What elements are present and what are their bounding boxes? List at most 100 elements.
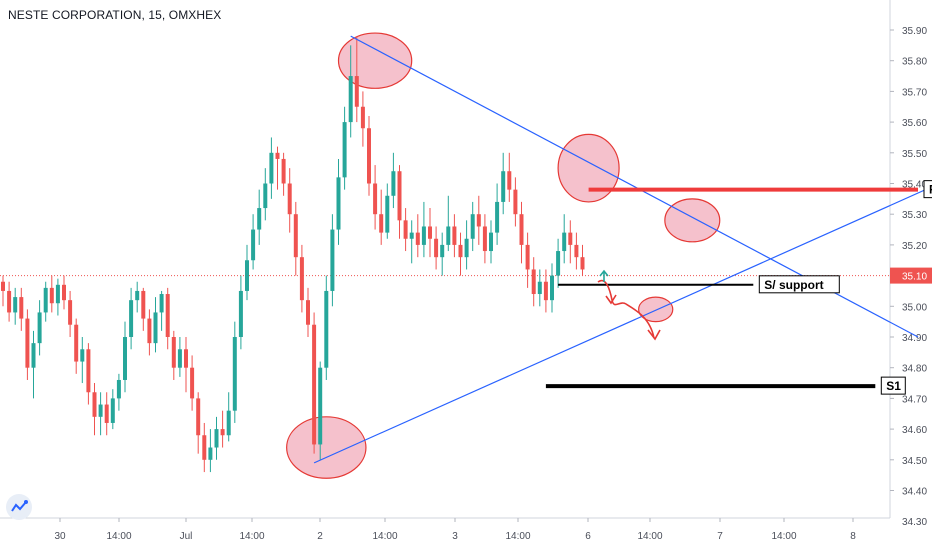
label-text: S1: [886, 379, 901, 393]
x-tick-label: 3: [452, 531, 458, 542]
candle-body: [562, 232, 567, 252]
candle: [68, 290, 73, 337]
candle-body: [360, 106, 365, 129]
candle-body: [495, 201, 500, 233]
candle: [104, 392, 109, 436]
candle-body: [318, 367, 323, 445]
candle: [7, 281, 12, 322]
candle: [110, 389, 115, 430]
candle: [13, 287, 18, 325]
candle: [397, 165, 402, 239]
candle-body: [171, 337, 176, 368]
candle: [360, 91, 365, 147]
candle-body: [330, 229, 335, 291]
candle-body: [110, 398, 115, 423]
candle: [391, 152, 396, 209]
candle: [153, 297, 158, 353]
candle-body: [537, 281, 542, 295]
candle: [336, 158, 341, 245]
candle-body: [245, 260, 249, 291]
candle-body: [342, 122, 347, 178]
candle-body: [580, 257, 585, 270]
candle: [238, 275, 243, 350]
candle: [446, 195, 451, 252]
candle-body: [391, 171, 396, 196]
candle-body: [428, 226, 432, 239]
candle-body: [476, 214, 481, 227]
candle: [403, 208, 408, 252]
candle: [135, 281, 140, 313]
low-circle-bottom: [286, 416, 367, 479]
candle: [19, 287, 24, 331]
candle: [74, 318, 79, 374]
candle-body: [434, 238, 439, 258]
candle: [31, 330, 36, 399]
candle-body: [13, 297, 18, 313]
candle: [1, 275, 5, 307]
candle: [421, 201, 426, 258]
candle: [147, 309, 152, 356]
candle-body: [543, 281, 548, 301]
candle-body: [165, 294, 170, 337]
candle-body: [287, 183, 292, 215]
ascending-trendline: [313, 186, 932, 464]
candle-body: [135, 290, 140, 301]
candle: [293, 201, 298, 276]
label-box: [758, 275, 840, 294]
candle: [37, 300, 42, 356]
candle-body: [513, 189, 518, 215]
candle: [342, 106, 347, 190]
candle-body: [55, 284, 60, 304]
candle-body: [489, 232, 493, 252]
candle-body: [116, 379, 121, 399]
candle: [482, 214, 487, 264]
candle: [80, 337, 85, 384]
candle-body: [519, 214, 524, 245]
candle-body: [348, 76, 353, 123]
candle: [385, 183, 390, 239]
candle: [501, 152, 506, 215]
candle: [92, 383, 97, 436]
y-tick-label: 35.80: [902, 57, 927, 68]
candle-body: [409, 232, 414, 239]
candle: [251, 214, 256, 270]
y-tick-label: 34.70: [902, 394, 927, 405]
candle: [306, 287, 310, 337]
candle: [318, 361, 323, 460]
x-tick-label: 14:00: [505, 531, 530, 542]
x-tick-label: 30: [54, 531, 66, 542]
candle-body: [440, 244, 445, 258]
candle-body: [1, 281, 5, 291]
candle: [190, 355, 195, 411]
y-tick-label: 35.50: [902, 149, 927, 160]
candle: [458, 232, 463, 276]
y-tick-label: 35.90: [902, 26, 927, 37]
y-tick-label: 35.40: [902, 180, 927, 191]
candle-body: [31, 343, 36, 368]
candle-body: [281, 158, 286, 184]
candle-body: [196, 398, 201, 436]
candle: [275, 146, 280, 190]
candle: [55, 278, 60, 316]
candle-body: [464, 238, 469, 258]
drop-arrowhead: [605, 294, 617, 305]
candle-body: [43, 287, 48, 313]
candle-body: [74, 324, 79, 362]
label-box: [923, 180, 932, 199]
x-tick-label: 6: [585, 531, 591, 542]
candle-body: [385, 195, 390, 233]
candle: [574, 232, 579, 270]
candle: [415, 214, 420, 258]
candle: [184, 337, 188, 393]
candle-body: [458, 244, 463, 258]
candle: [562, 214, 567, 264]
candle: [348, 45, 353, 138]
candle-body: [123, 337, 127, 380]
candle: [299, 244, 304, 313]
candle: [165, 287, 170, 350]
candle: [379, 189, 384, 245]
support-line-label: S/ support: [758, 275, 840, 294]
candle: [495, 183, 500, 245]
